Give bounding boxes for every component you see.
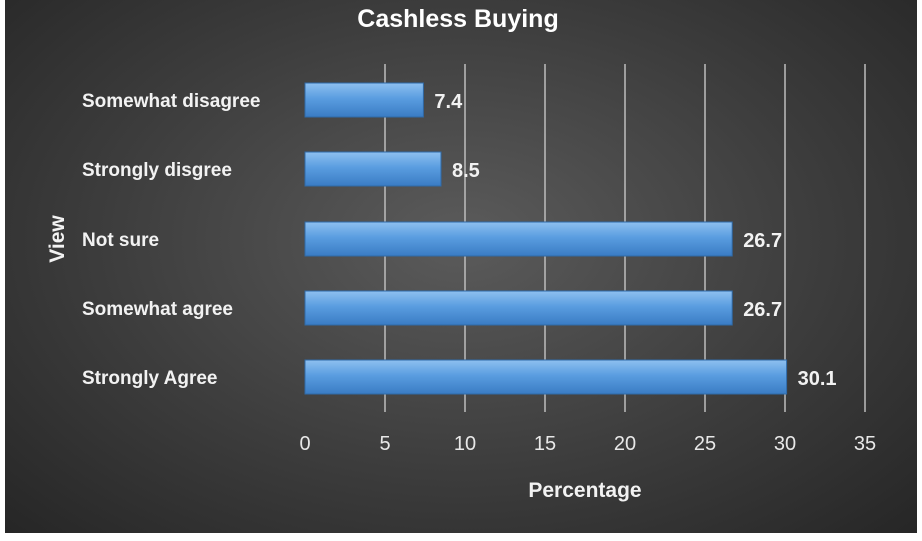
bar xyxy=(304,82,424,118)
x-tick-label: 30 xyxy=(774,433,796,455)
x-tick-label: 35 xyxy=(854,433,876,455)
data-label: 8.5 xyxy=(452,160,480,182)
x-tick-labels: 0 5 10 15 20 25 30 35 xyxy=(299,433,876,455)
data-label: 26.7 xyxy=(743,230,782,252)
chart-title: Cashless Buying xyxy=(357,5,558,33)
x-tick-label: 20 xyxy=(614,433,636,455)
category-label: Not sure xyxy=(82,230,159,251)
chart-area: Cashless Buying Somewhat disagree Strongl… xyxy=(5,0,917,533)
data-label: 30.1 xyxy=(798,368,837,390)
category-label: Strongly disgree xyxy=(82,160,232,181)
bar-chart: Cashless Buying Somewhat disagree Strongl… xyxy=(46,5,876,502)
x-tick-label: 25 xyxy=(694,433,716,455)
bars xyxy=(304,82,788,395)
category-label: Somewhat disagree xyxy=(82,91,260,112)
bar xyxy=(304,151,442,187)
bar xyxy=(304,290,733,326)
x-tick-label: 10 xyxy=(454,433,476,455)
bar xyxy=(304,359,788,395)
x-axis-title: Percentage xyxy=(528,479,641,502)
y-axis-title: View xyxy=(46,215,69,263)
value-labels: 7.4 8.5 26.7 26.7 30.1 xyxy=(434,91,836,390)
bar xyxy=(304,221,733,257)
category-label: Strongly Agree xyxy=(82,368,218,389)
data-label: 26.7 xyxy=(743,299,782,321)
category-label: Somewhat agree xyxy=(82,299,233,320)
category-labels: Somewhat disagree Strongly disgree Not sur… xyxy=(82,91,260,389)
x-tick-label: 15 xyxy=(534,433,556,455)
x-tick-label: 5 xyxy=(379,433,390,455)
data-label: 7.4 xyxy=(434,91,463,113)
x-tick-label: 0 xyxy=(299,433,310,455)
